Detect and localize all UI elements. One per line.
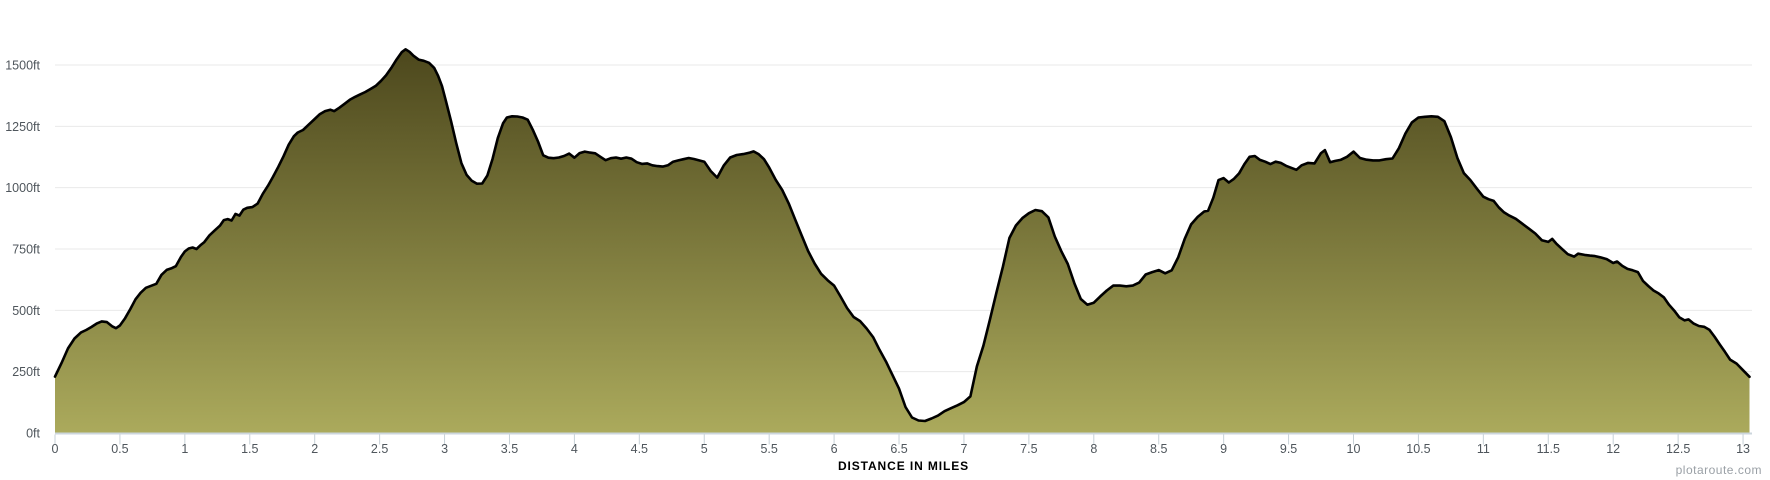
x-tick-label: 1 bbox=[181, 442, 188, 456]
x-tick-label: 11 bbox=[1477, 442, 1490, 456]
x-tick-label: 7.5 bbox=[1020, 442, 1037, 456]
y-tick-label: 250ft bbox=[12, 365, 40, 379]
x-tick-label: 1.5 bbox=[241, 442, 258, 456]
x-tick-label: 5 bbox=[701, 442, 708, 456]
x-tick-label: 12 bbox=[1606, 442, 1620, 456]
x-tick-label: 0 bbox=[52, 442, 59, 456]
x-tick-label: 2.5 bbox=[371, 442, 388, 456]
x-tick-label: 8 bbox=[1090, 442, 1097, 456]
x-tick-label: 9.5 bbox=[1280, 442, 1297, 456]
x-tick-label: 11.5 bbox=[1537, 442, 1560, 456]
x-tick-label: 9 bbox=[1220, 442, 1227, 456]
y-tick-label: 0ft bbox=[26, 427, 40, 441]
x-tick-label: 7 bbox=[960, 442, 967, 456]
x-tick-label: 13 bbox=[1736, 442, 1750, 456]
y-axis-labels: 0ft 250ft 500ft 750ft 1000ft 1250ft 1500ft bbox=[5, 59, 40, 441]
x-tick-label: 3 bbox=[441, 442, 448, 456]
x-tick-label: 6 bbox=[831, 442, 838, 456]
x-tick-label: 2 bbox=[311, 442, 318, 456]
x-tick-label: 12.5 bbox=[1666, 442, 1690, 456]
x-tick-label: 6.5 bbox=[890, 442, 907, 456]
watermark-plotaroute: plotaroute.com bbox=[1675, 463, 1762, 477]
y-tick-label: 750ft bbox=[12, 243, 40, 257]
y-tick-label: 1500ft bbox=[5, 59, 40, 73]
x-tick-label: 5.5 bbox=[760, 442, 777, 456]
elevation-area bbox=[55, 49, 1750, 434]
x-tick-label: 10 bbox=[1347, 442, 1361, 456]
x-tick-label: 4 bbox=[571, 442, 578, 456]
x-tick-label: 8.5 bbox=[1150, 442, 1167, 456]
x-axis-ticks: 0 0.5 1 1.5 2 2.5 3 3.5 4 4.5 5 5.5 6 6.5 7 7.5 8 8.5 9 9.5… bbox=[52, 434, 1750, 456]
y-tick-label: 1250ft bbox=[5, 120, 40, 134]
x-axis-title: DISTANCE IN MILES bbox=[837, 459, 970, 473]
y-tick-label: 500ft bbox=[12, 304, 40, 318]
x-tick-label: 0.5 bbox=[111, 442, 128, 456]
x-tick-label: 4.5 bbox=[631, 442, 648, 456]
y-tick-label: 1000ft bbox=[5, 181, 40, 195]
elevation-line bbox=[53, 48, 1751, 423]
x-tick-label: 3.5 bbox=[501, 442, 518, 456]
x-tick-label: 10.5 bbox=[1406, 442, 1430, 456]
